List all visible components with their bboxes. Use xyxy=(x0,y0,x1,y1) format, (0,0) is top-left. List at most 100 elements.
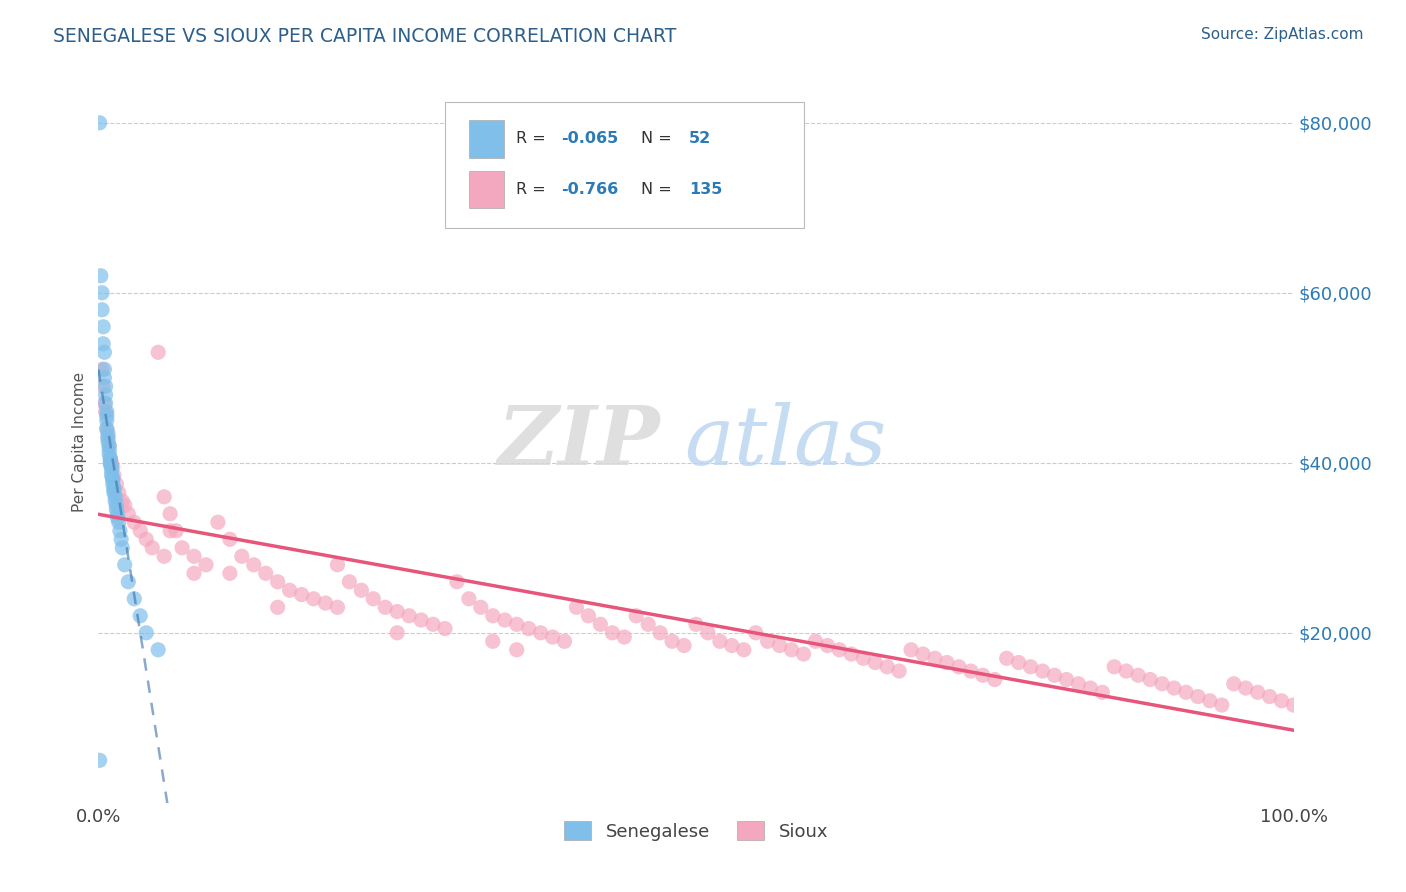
Point xyxy=(91,285,114,300)
Point xyxy=(374,600,396,615)
Point xyxy=(1211,698,1233,712)
Point xyxy=(207,516,229,530)
Point xyxy=(841,647,863,661)
Point xyxy=(105,498,128,512)
Point xyxy=(172,541,194,555)
Point xyxy=(103,481,125,495)
Point xyxy=(278,583,301,598)
Point xyxy=(93,396,115,410)
Point xyxy=(889,664,911,678)
Point xyxy=(756,634,779,648)
Point xyxy=(98,454,122,468)
Point xyxy=(1247,685,1270,699)
FancyBboxPatch shape xyxy=(470,120,503,158)
Point xyxy=(101,460,124,475)
Point xyxy=(613,630,636,644)
Point xyxy=(148,642,170,657)
Point xyxy=(1032,664,1054,678)
Point xyxy=(995,651,1018,665)
Point xyxy=(458,591,481,606)
Point xyxy=(911,647,934,661)
Point xyxy=(91,319,114,334)
Point xyxy=(793,647,815,661)
Legend: Senegalese, Sioux: Senegalese, Sioux xyxy=(557,814,835,848)
Point xyxy=(98,456,122,470)
Point xyxy=(1139,673,1161,687)
Point xyxy=(93,345,115,359)
Point xyxy=(124,591,146,606)
Point xyxy=(637,617,659,632)
Point xyxy=(101,471,124,485)
Text: Source: ZipAtlas.com: Source: ZipAtlas.com xyxy=(1201,27,1364,42)
Point xyxy=(117,574,139,589)
Point xyxy=(93,371,115,385)
Point xyxy=(94,379,117,393)
Point xyxy=(852,651,875,665)
Point xyxy=(984,673,1007,687)
Point xyxy=(1187,690,1209,704)
Point xyxy=(530,625,553,640)
Point xyxy=(972,668,994,682)
Point xyxy=(589,617,612,632)
Text: SENEGALESE VS SIOUX PER CAPITA INCOME CORRELATION CHART: SENEGALESE VS SIOUX PER CAPITA INCOME CO… xyxy=(53,27,676,45)
Point xyxy=(721,639,744,653)
Y-axis label: Per Capita Income: Per Capita Income xyxy=(72,371,87,512)
Point xyxy=(101,477,124,491)
Point xyxy=(506,617,529,632)
Point xyxy=(315,596,337,610)
Point xyxy=(98,451,122,466)
Point xyxy=(363,591,385,606)
Point xyxy=(98,447,121,461)
Point xyxy=(470,600,492,615)
Point xyxy=(1008,656,1031,670)
Point xyxy=(111,494,134,508)
Point xyxy=(267,574,290,589)
Point xyxy=(98,443,121,458)
Point xyxy=(94,405,117,419)
Point xyxy=(103,485,125,500)
Text: ZIP: ZIP xyxy=(498,401,661,482)
Point xyxy=(1234,681,1257,695)
FancyBboxPatch shape xyxy=(470,170,503,208)
Point xyxy=(89,753,111,767)
Point xyxy=(97,434,120,449)
Point xyxy=(135,533,157,547)
Point xyxy=(385,625,409,640)
Point xyxy=(105,477,128,491)
Point xyxy=(924,651,946,665)
Point xyxy=(100,464,122,478)
Point xyxy=(565,600,588,615)
Point xyxy=(101,473,124,487)
Point xyxy=(648,625,672,640)
Point xyxy=(148,345,170,359)
Text: -0.065: -0.065 xyxy=(561,131,619,146)
Point xyxy=(1080,681,1102,695)
Point xyxy=(1056,673,1078,687)
Point xyxy=(104,490,127,504)
Point xyxy=(350,583,373,598)
Point xyxy=(541,630,564,644)
Point xyxy=(97,430,120,444)
Point xyxy=(685,617,707,632)
Point xyxy=(219,533,242,547)
FancyBboxPatch shape xyxy=(446,102,804,228)
Text: N =: N = xyxy=(641,182,676,197)
Point xyxy=(91,379,114,393)
Point xyxy=(97,430,120,444)
Text: R =: R = xyxy=(516,182,550,197)
Point xyxy=(243,558,266,572)
Point xyxy=(697,625,720,640)
Point xyxy=(446,574,468,589)
Point xyxy=(1282,698,1305,712)
Point xyxy=(948,660,970,674)
Point xyxy=(960,664,983,678)
Point xyxy=(183,566,205,581)
Point xyxy=(90,268,112,283)
Point xyxy=(1115,664,1137,678)
Point xyxy=(900,642,922,657)
Point xyxy=(108,524,131,538)
Point xyxy=(326,558,349,572)
Point xyxy=(1019,660,1042,674)
Point xyxy=(129,524,152,538)
Point xyxy=(98,439,121,453)
